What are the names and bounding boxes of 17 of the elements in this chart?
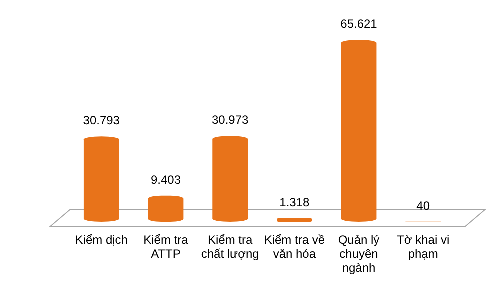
data-label: 9.403: [150, 172, 182, 187]
bar: [341, 40, 377, 222]
bar: [84, 136, 120, 222]
x-tick-label: Tờ khai vi phạm: [397, 233, 450, 261]
x-tick-label: Quản lý chuyên ngành: [338, 233, 380, 275]
bar: [276, 218, 312, 222]
x-tick-label: Kiểm tra ATTP: [144, 233, 189, 261]
bar: [212, 136, 248, 222]
x-tick-label: Kiểm tra chất lượng: [201, 233, 260, 261]
data-label: 65.621: [340, 17, 378, 31]
data-label: 1.318: [280, 195, 310, 210]
data-label: 40: [416, 198, 430, 213]
x-tick-label: Kiểm dịch: [75, 233, 128, 247]
x-tick-label: Kiểm tra về văn hóa: [264, 233, 326, 261]
bar: [148, 196, 184, 222]
data-label: 30.973: [212, 113, 250, 128]
data-label: 30.793: [83, 114, 120, 128]
